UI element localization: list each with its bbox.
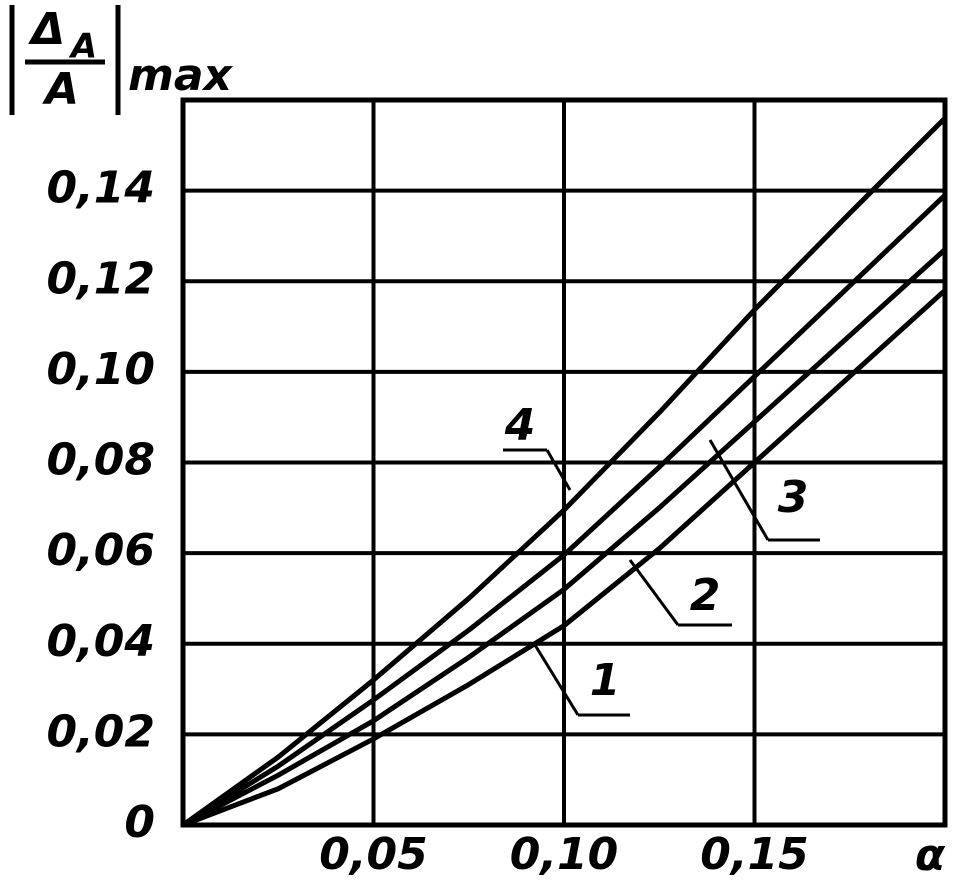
x-tick-label: 0,05 xyxy=(319,829,428,880)
series-label: 2 xyxy=(690,570,721,621)
line xyxy=(181,247,947,828)
line xyxy=(181,193,947,828)
series-label: 4 xyxy=(504,400,536,451)
x-axis-label: α xyxy=(915,830,946,881)
line xyxy=(182,288,947,828)
leader-line xyxy=(545,449,572,491)
y-tick-label: 0,08 xyxy=(46,435,155,486)
series-label: 1 xyxy=(590,655,621,706)
y-tick-label: 0,04 xyxy=(46,616,155,667)
leader-line xyxy=(628,559,680,626)
y-tick-label: 0,10 xyxy=(46,344,155,395)
x-tick-label: 0,15 xyxy=(700,829,809,880)
y-label-subscript: A xyxy=(68,27,97,67)
x-tick-label: 0,10 xyxy=(510,829,619,880)
y-label-denominator: A xyxy=(42,64,79,115)
y-tick-label: 0,12 xyxy=(46,253,155,304)
y-axis-label: Δ A A max xyxy=(9,4,234,115)
y-label-suffix: max xyxy=(128,50,234,101)
y-label-numerator: Δ xyxy=(28,4,65,55)
y-tick-label: 0,06 xyxy=(46,525,155,576)
leader-line xyxy=(533,644,580,716)
line xyxy=(181,116,947,828)
series-label: 3 xyxy=(778,472,809,523)
y-tick-label: 0,14 xyxy=(46,163,155,214)
y-tick-label: 0 xyxy=(124,797,155,848)
plot-frame xyxy=(180,97,948,828)
y-tick-label: 0,02 xyxy=(46,706,155,757)
leader-line xyxy=(708,439,770,541)
